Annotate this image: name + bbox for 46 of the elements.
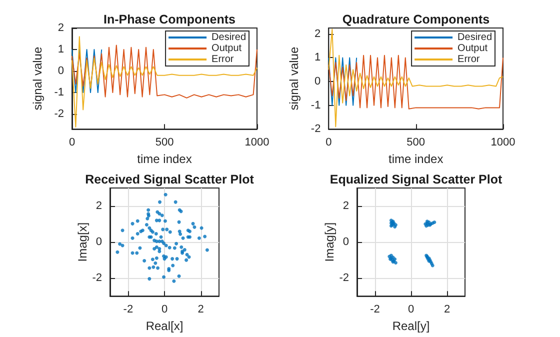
- y-tick-label: -1: [54, 86, 64, 99]
- y-tick-label: 0: [58, 65, 64, 78]
- chart-title: Equalized Signal Scatter Plot: [330, 172, 503, 186]
- x-axis-title: Real[y]: [392, 319, 430, 333]
- y-tick-label: 0: [96, 236, 102, 248]
- y-tick-label: 2: [96, 200, 102, 212]
- y-axis-title: Imag[y]: [322, 222, 336, 262]
- y-axis-title: Imag[x]: [75, 222, 90, 262]
- y-tick-label: 1: [58, 44, 64, 56]
- x-tick-label: 1000: [490, 136, 516, 149]
- y-tick-label: 2: [58, 22, 64, 34]
- x-tick-label: 1000: [244, 136, 270, 149]
- x-tick-label: 0: [68, 136, 76, 149]
- x-tick-label: -2: [123, 304, 134, 316]
- y-tick-label: 1: [314, 52, 321, 64]
- y-axis-title: signal value: [287, 46, 301, 110]
- y-tick-label: 0: [342, 236, 349, 248]
- legend-label: Output: [458, 43, 488, 54]
- legend-label: Desired: [212, 32, 246, 43]
- y-tick-label: 0: [314, 76, 321, 88]
- x-tick-label: 2: [198, 304, 204, 316]
- legend-label: Error: [458, 54, 480, 65]
- chart-title: In-Phase Components: [104, 12, 236, 26]
- chart-title: Received Signal Scatter Plot: [85, 172, 255, 186]
- x-tick-label: -2: [370, 304, 380, 316]
- x-tick-label: 0: [326, 136, 332, 149]
- y-tick-label: -2: [310, 123, 321, 136]
- legend-label: Error: [212, 54, 234, 65]
- y-tick-label: 2: [314, 28, 321, 40]
- legend-label: Desired: [458, 32, 492, 43]
- chart-title: Quadrature Components: [342, 12, 490, 26]
- x-axis-title: time index: [388, 152, 444, 166]
- legend-label: Output: [212, 43, 242, 54]
- y-tick-label: -2: [339, 272, 349, 284]
- y-tick-label: -2: [54, 108, 64, 120]
- y-tick-label: 2: [342, 200, 349, 212]
- x-tick-label: 0: [161, 304, 168, 316]
- y-tick-label: -1: [310, 99, 321, 112]
- x-tick-label: 500: [155, 136, 174, 149]
- x-axis-title: time index: [137, 152, 192, 166]
- y-axis-title: signal value: [30, 46, 44, 110]
- x-tick-label: 500: [406, 136, 426, 149]
- x-tick-label: 0: [408, 304, 414, 316]
- x-tick-label: 2: [444, 304, 450, 316]
- y-tick-label: -2: [92, 272, 102, 284]
- x-axis-title: Real[x]: [146, 319, 184, 333]
